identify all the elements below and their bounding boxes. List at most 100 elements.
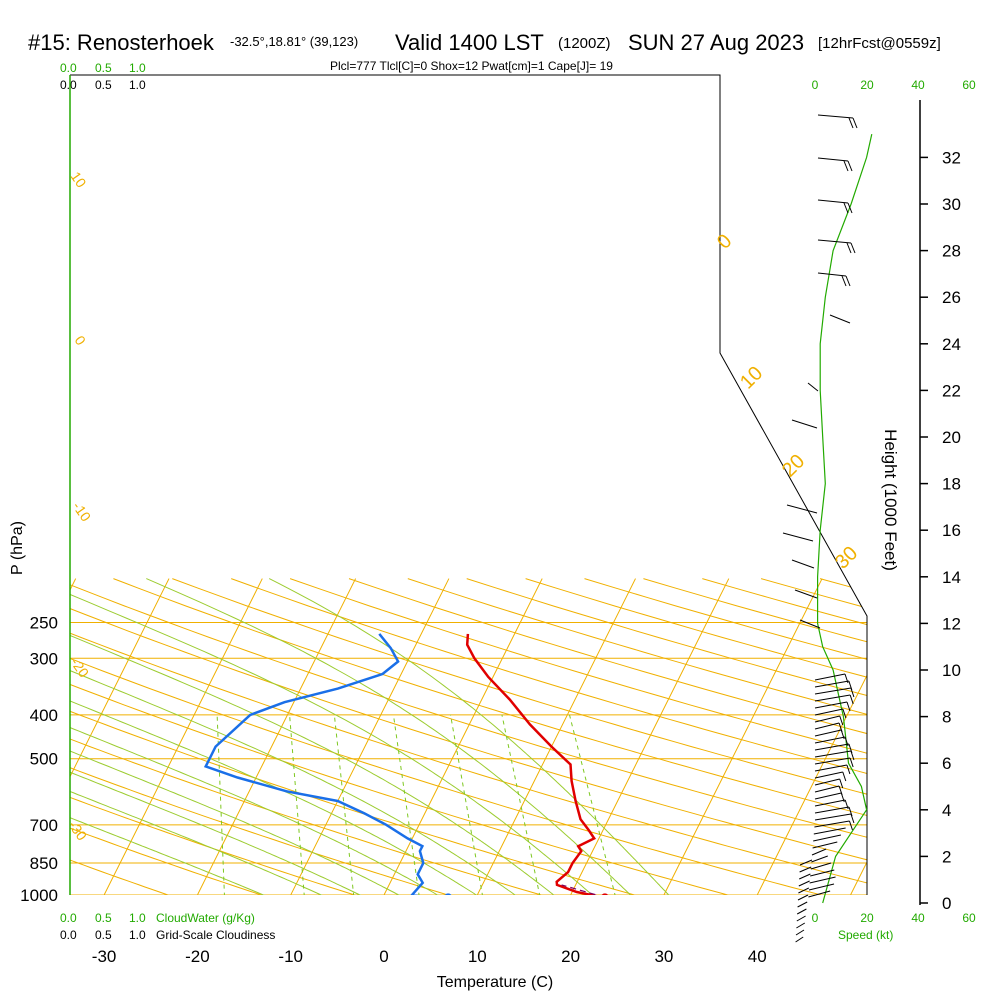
cl-scale-2: 1.0 [129,78,146,92]
wind-barb [782,532,814,542]
pressure-tick-label: 250 [30,613,58,632]
wind-barb [814,722,840,730]
wind-barb [814,799,846,807]
wind-barb-flag [849,694,854,705]
speed-tick-label-bottom: 40 [911,911,925,925]
date: SUN 27 Aug 2023 [628,30,804,55]
speed-tick-label-top: 0 [812,78,819,92]
isotherm-line [98,578,263,895]
dry-adiabat [289,578,867,895]
mixing-ratio-line [450,714,485,895]
speed-tick-label-bottom: 20 [860,911,874,925]
height-tick-label: 8 [942,708,951,727]
indices-line: Plcl=777 Tlcl[C]=0 Shox=12 Pwat[cm]=1 Ca… [330,59,613,73]
moist-adiabat [70,621,343,895]
wind-barb-flag [852,117,858,129]
wind-barb [814,785,840,793]
wind-barb [814,757,851,765]
wind-barb [813,834,842,842]
dry-adiabat [70,578,867,895]
valid-time: Valid 1400 LST [395,30,544,55]
wind-barb [817,272,847,277]
dewpoint-line [203,633,426,895]
wind-barb [786,504,818,514]
dry-adiabat [70,578,291,895]
wind-barb [814,701,848,709]
mixing-ratio-label: 20 [615,892,637,914]
plot-border [70,74,868,895]
speed-tick-label-bottom: 60 [962,911,976,925]
cl-scale-b0: 0.0 [60,928,77,942]
wind-barb [817,114,854,119]
moist-adiabat [146,578,641,895]
height-tick-label: 24 [942,335,961,354]
wind-barb-flag [847,202,853,214]
height-tick-label: 6 [942,754,951,773]
moist-adiabat [70,578,492,895]
moist-adiabat [70,605,380,895]
wind-barb [799,866,812,873]
height-tick-label: 26 [942,288,961,307]
wind-barb [814,750,852,758]
wind-barb-flag [850,687,855,698]
height-tick-label: 10 [942,661,961,680]
cloud-scale-top: 0.0 0.5 1.0 0.0 0.5 1.0 [60,61,146,92]
wind-barb [813,827,846,835]
wind-barb [814,687,851,695]
moist-adiabat [70,644,287,895]
wind-barb-flag [847,160,853,172]
pressure-tick-label: 300 [30,649,58,668]
wind-barb [814,771,843,779]
temperature-line [465,633,603,895]
moist-adiabat [70,587,417,895]
moist-adiabat [70,578,567,895]
height-tick-label: 0 [942,894,951,913]
wind-barb [808,890,831,898]
wind-barb [798,887,810,894]
wind-barb [817,199,849,204]
mixing-ratio-line [569,714,618,895]
height-tick-label: 2 [942,847,951,866]
wind-barb [814,736,846,744]
height-tick-label: 18 [942,475,961,494]
height-tick-label: 16 [942,521,961,540]
isotherm-line [70,578,170,895]
wind-barb-flag [849,820,853,831]
moist-adiabat [70,578,529,895]
wind-barb [810,862,832,870]
x-axis-title: Temperature (C) [437,974,553,991]
utc-time: (1200Z) [558,35,611,52]
dry-adiabat [70,578,867,895]
y-axis-title: P (hPa) [9,521,26,575]
dry-adiabat [113,578,867,895]
speed-tick-label-bottom: 0 [812,911,819,925]
temperature-tick-label: -10 [278,947,303,966]
cl-scale-b1: 0.5 [95,928,112,942]
height-tick-label: 28 [942,242,961,261]
isotherm-line [751,578,867,895]
wind-barb [797,894,809,901]
cw-scale-b0: 0.0 [60,911,77,925]
height-tick-label: 12 [942,614,961,633]
dry-adiabat [70,578,197,895]
cl-scale-1: 0.5 [95,78,112,92]
wind-barb [814,764,848,772]
wind-barb-flag [850,242,856,254]
height-tick-label: 4 [942,801,951,820]
dry-adiabat [172,578,867,895]
wind-barb [814,792,842,800]
cloud-water-label: CloudWater (g/Kg) [156,911,255,925]
wind-barb [817,239,852,244]
wind-barb-flag [845,275,851,287]
mixing-ratio-label: 12 [539,892,561,914]
wind-barb [814,778,840,786]
wind-barb [814,813,852,821]
isotherm-line [285,578,450,895]
wind-barb [814,715,840,723]
dry-adiabat [70,578,386,895]
wind-barb-flag [842,771,847,782]
wind-barb [814,820,850,828]
moist-adiabat [70,578,604,895]
wind-layer [782,114,873,943]
wind-barb-flag [850,750,855,761]
